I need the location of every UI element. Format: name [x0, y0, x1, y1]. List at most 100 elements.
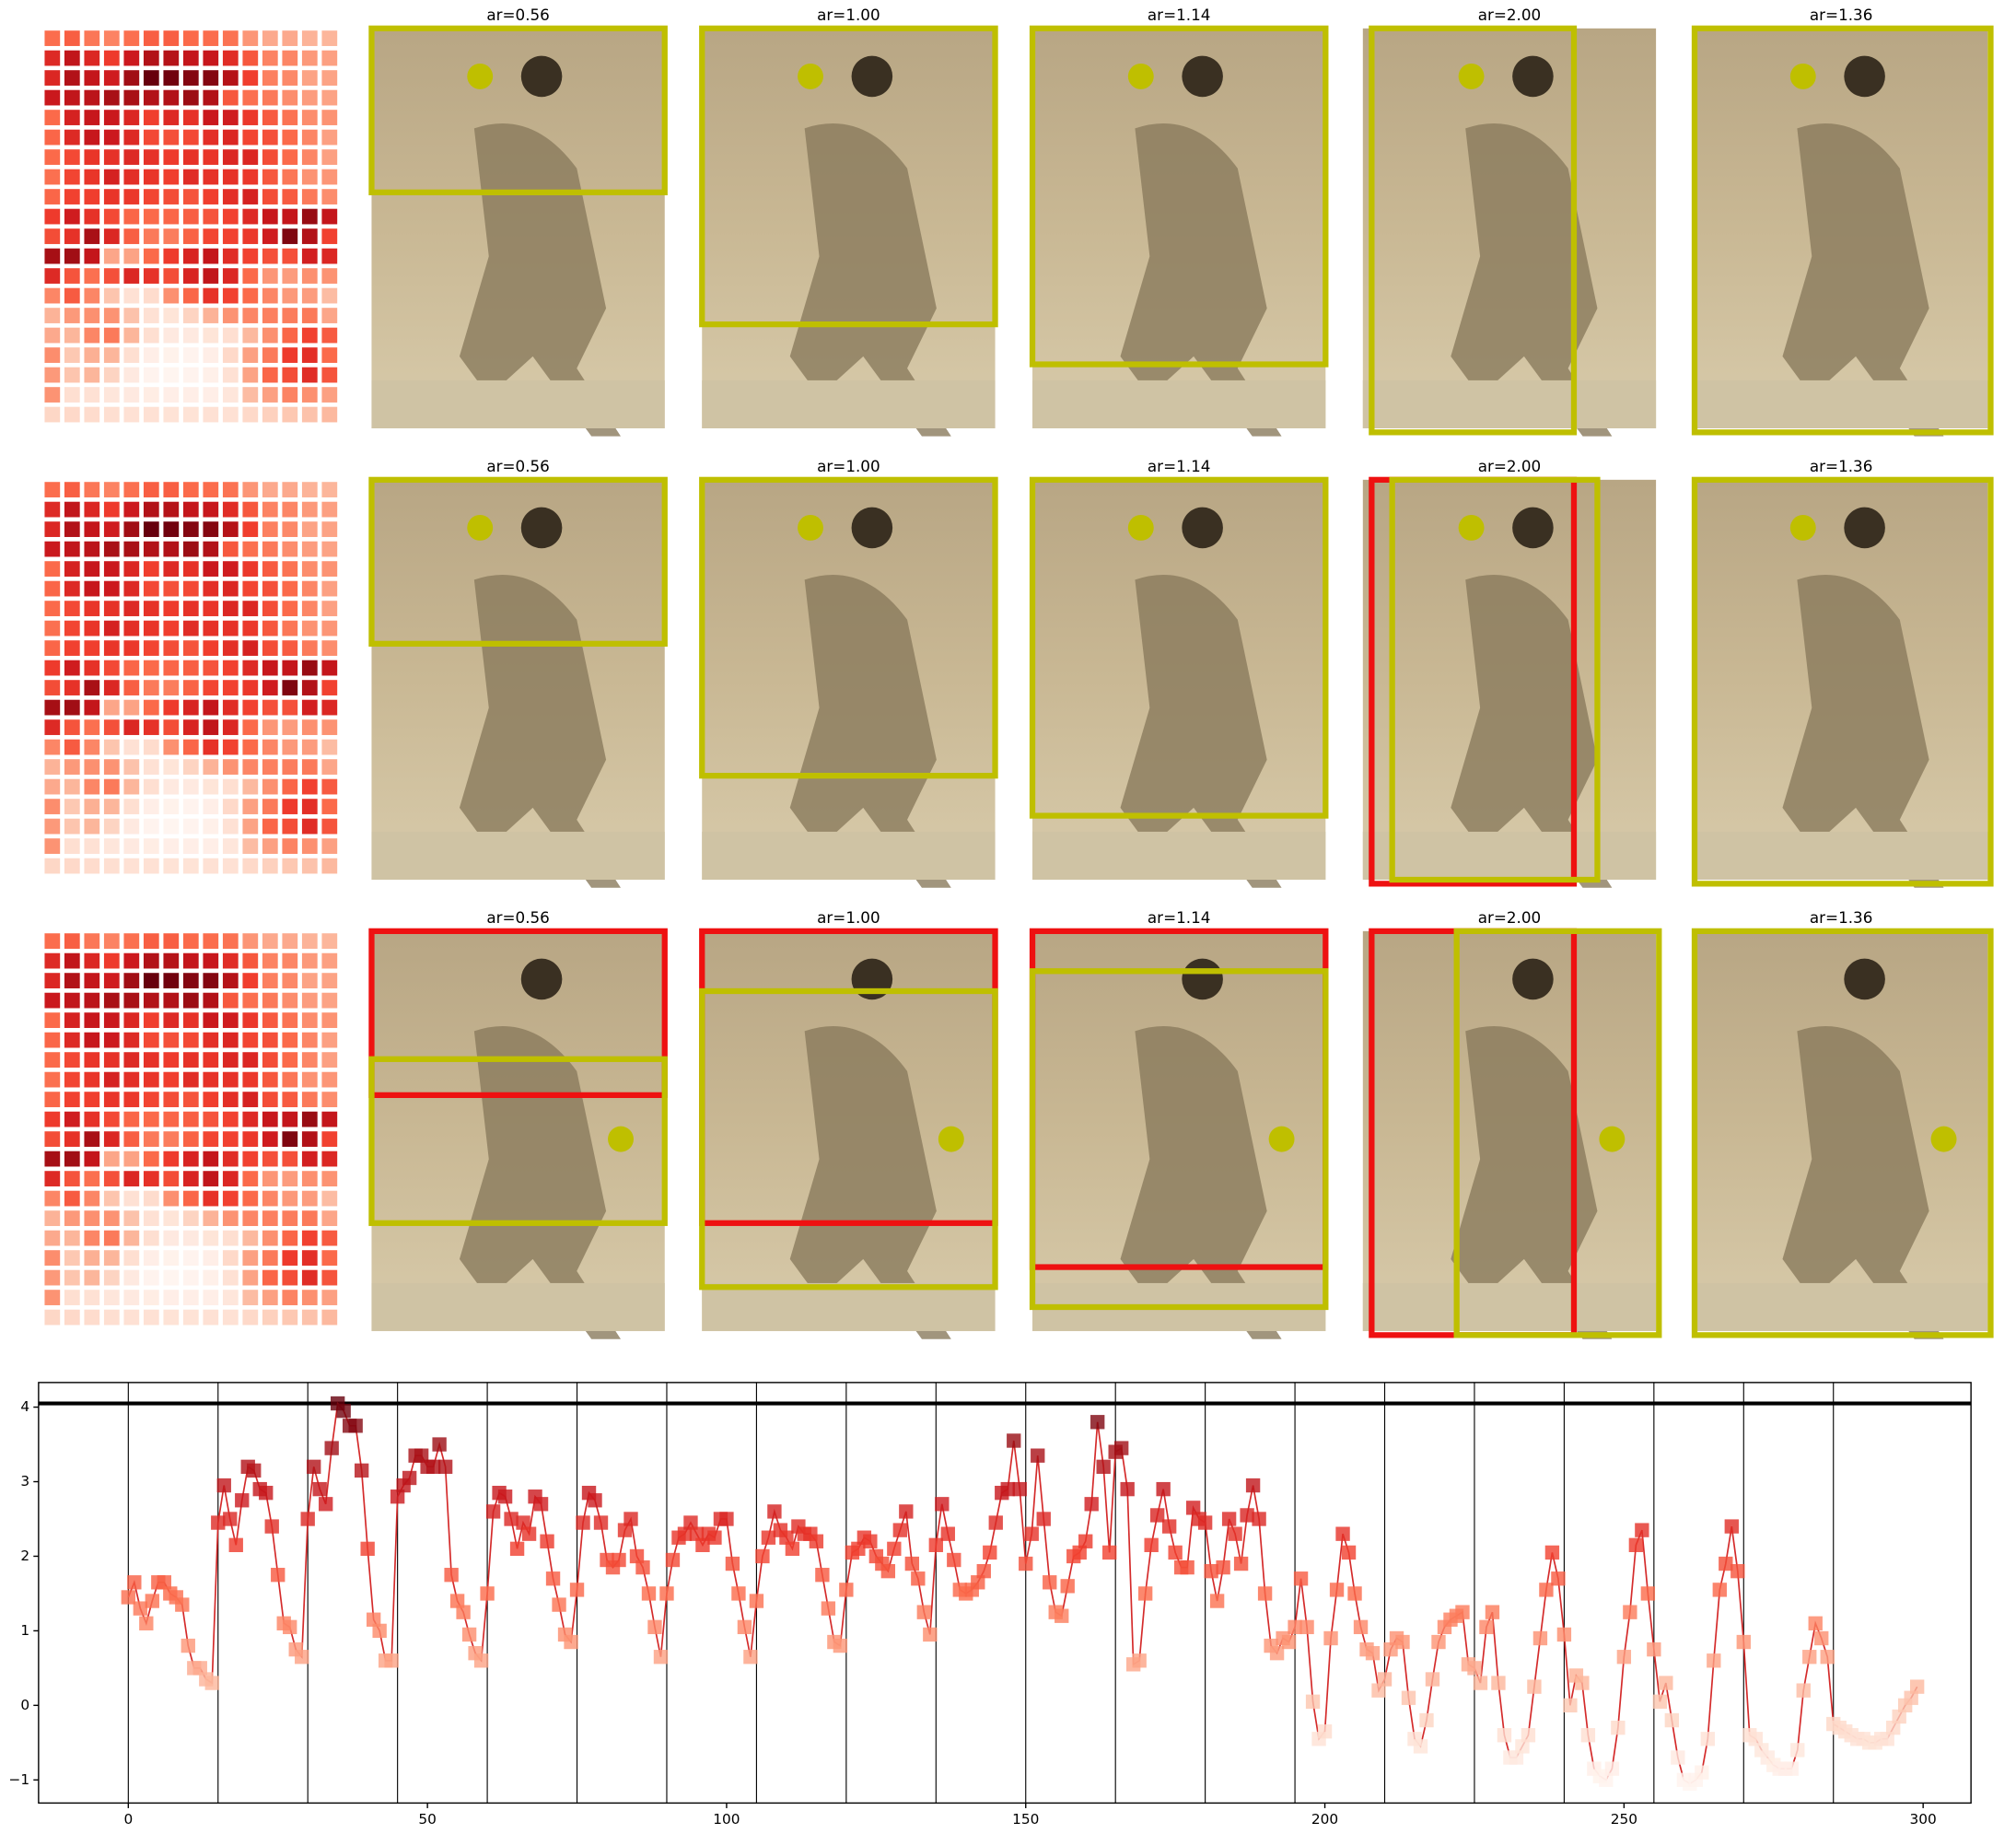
heatmap-cell [262, 89, 278, 106]
heatmap-cell [64, 561, 80, 577]
heatmap-cell [282, 1250, 298, 1266]
marker [1790, 1743, 1805, 1758]
heatmap-cell [262, 501, 278, 518]
marker [1257, 1586, 1273, 1601]
heatmap-cell [321, 818, 338, 835]
heatmap-cell [84, 933, 100, 949]
heatmap-cell [301, 1210, 318, 1226]
box [1691, 928, 1994, 1338]
heatmap-cell [143, 248, 159, 264]
heatmap-cell [84, 778, 100, 795]
heatmap-cell [182, 521, 199, 537]
heatmap-cell [84, 268, 100, 284]
marker [497, 1489, 513, 1504]
marker [1707, 1653, 1721, 1668]
heatmap-cell [182, 406, 199, 423]
heatmap-cell [123, 1230, 140, 1246]
heatmap-cell [321, 952, 338, 969]
heatmap-cell [103, 1210, 120, 1226]
heatmap-cell [103, 759, 120, 775]
heatmap-cell [44, 149, 61, 165]
heatmap-cell [203, 1290, 219, 1305]
heatmap-cell [301, 387, 318, 403]
heatmap-cell [163, 759, 180, 775]
heatmap-cell [321, 89, 338, 106]
heatmap-cell [321, 1290, 338, 1305]
heatmap-cell [182, 129, 199, 146]
heatmap-cell [103, 482, 120, 497]
heatmap-cell [262, 992, 278, 1009]
heatmap-cell [123, 992, 140, 1009]
heatmap-cell [182, 601, 199, 616]
heatmap-cell [182, 1290, 199, 1305]
heatmap-cell [262, 129, 278, 146]
heatmap-cell [222, 759, 239, 775]
heatmap-cell [321, 1032, 338, 1048]
marker [384, 1653, 399, 1668]
heatmap-cell [203, 1269, 219, 1286]
heatmap-cell [262, 1151, 278, 1167]
heatmap-cell [282, 1290, 298, 1305]
photo-head [1512, 507, 1554, 549]
heatmap-cell [242, 1071, 259, 1088]
marker [1604, 1761, 1620, 1776]
heatmap-cell [84, 149, 100, 165]
heatmap-cell [84, 228, 100, 244]
heatmap-cell [44, 541, 61, 557]
heatmap-cell [242, 189, 259, 204]
heatmap-cell [44, 1012, 61, 1028]
photo-ground [1362, 380, 1657, 429]
heatmap-cell [103, 1309, 120, 1326]
heatmap-cell [103, 406, 120, 423]
heatmap-cell [222, 149, 239, 165]
photo-ground [1694, 380, 1988, 429]
heatmap-cell [262, 287, 278, 304]
heatmap-cell [182, 268, 199, 284]
photo-head [1512, 55, 1554, 98]
heatmap-cell [84, 680, 100, 695]
heatmap-cell [242, 818, 259, 835]
heatmap-cell [123, 110, 140, 125]
heatmap-cell [203, 1032, 219, 1048]
keypoint [1458, 63, 1485, 89]
heatmap-cell [282, 248, 298, 264]
heatmap-cell [64, 933, 80, 949]
heatmap-cell [44, 992, 61, 1009]
marker [235, 1493, 250, 1508]
heatmap-cell [163, 129, 180, 146]
marker [761, 1530, 776, 1545]
heatmap-cell [222, 169, 239, 185]
heatmap-cell [163, 620, 180, 637]
marker [444, 1568, 459, 1583]
heatmap-cell [262, 1032, 278, 1048]
heatmap-cell [182, 30, 199, 46]
heatmap-cell [262, 482, 278, 497]
heatmap-cell [222, 70, 239, 86]
heatmap-cell [222, 287, 239, 304]
heatmap-cell [163, 110, 180, 125]
y-tick-label: −1 [8, 1771, 29, 1788]
heatmap-cell [301, 1111, 318, 1127]
heatmap-cell [203, 406, 219, 423]
heatmap-cell [282, 70, 298, 86]
heatmap-cell [123, 933, 140, 949]
heatmap-cell [44, 110, 61, 125]
heatmap-cell [143, 189, 159, 204]
photo-figure [1782, 123, 1944, 437]
photo-ground [1694, 1282, 1988, 1332]
marker [612, 1552, 626, 1568]
heatmap-cell [64, 1190, 80, 1207]
heatmap-cell [301, 973, 318, 988]
heatmap-cell [203, 149, 219, 165]
marker [264, 1519, 279, 1534]
heatmap-cell [242, 1092, 259, 1107]
heatmap-cell [222, 992, 239, 1009]
heatmap-cell [182, 1190, 199, 1207]
heatmap-cell [182, 1111, 199, 1127]
heatmap-cell [222, 110, 239, 125]
heatmap-cell [262, 759, 278, 775]
heatmap-cell [321, 406, 338, 423]
heatmap-cell [143, 482, 159, 497]
panel-title: ar=1.14 [1148, 908, 1210, 927]
